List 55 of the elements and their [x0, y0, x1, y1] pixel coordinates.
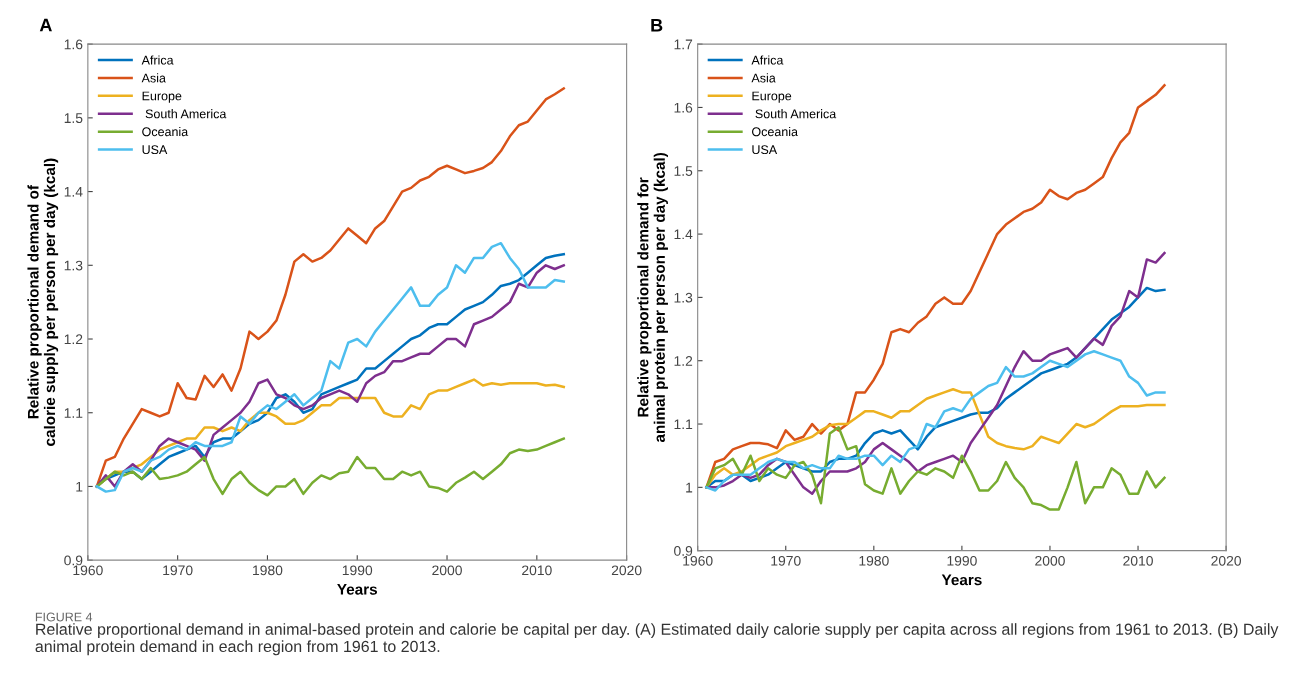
caption: FIGURE 4	[35, 612, 93, 622]
x-axis-title: Years	[337, 584, 378, 595]
x-tick-label: 1990	[342, 565, 373, 576]
x-tick-label: 1970	[771, 555, 801, 566]
legend-label: USA	[752, 145, 778, 155]
line-series	[705, 349, 1166, 492]
y-tick-label: 1.2	[674, 356, 693, 366]
legend-label: Asia	[141, 73, 166, 83]
x-tick-label: 1960	[683, 555, 713, 566]
y-tick-label: 1.2	[64, 334, 83, 345]
legend-label: Oceania	[752, 126, 798, 137]
x-tick-label: 2000	[1035, 555, 1065, 566]
y-tick-label: 1.1	[64, 408, 83, 418]
x-axis-title: Years	[941, 574, 982, 586]
y-tick-label: 1.7	[674, 39, 693, 50]
y-axis-title: Relative proportional demand of calorie supply per person per day (kcal)	[27, 158, 59, 446]
y-tick-label: 1	[76, 481, 83, 492]
line-series	[95, 87, 566, 488]
y-tick-label: 1.5	[674, 166, 693, 176]
x-tick-label: 1970	[163, 565, 193, 576]
text: Relative proportional demand in animal-based protein and calorie be capital per day. (A) Estimated daily calorie supply per capita across all regions from 1961 to 2013. (B) Daily animal protein demand in each region from 1961 to 2013.	[35, 623, 1279, 656]
chart-title: A	[39, 18, 52, 32]
x-tick-label: 2010	[522, 565, 552, 576]
line-series	[705, 425, 1166, 511]
x-tick-label: 2020	[611, 565, 642, 576]
y-tick-label: 1.6	[64, 39, 83, 50]
y-tick-label: 1.6	[674, 102, 693, 113]
legend-label: Europe	[142, 91, 182, 103]
legend-label: Oceania	[142, 126, 189, 137]
legend-label: Europe	[752, 91, 792, 103]
y-tick-label: 1.4	[64, 187, 83, 197]
x-tick-label: 2000	[432, 565, 462, 576]
y-tick-label: 0.9	[674, 546, 693, 556]
x-tick-label: 2020	[1211, 555, 1242, 566]
legend-label: Asia	[751, 73, 776, 83]
y-tick-label: 1.3	[64, 260, 83, 271]
legend-label: South America	[145, 109, 227, 119]
y-tick-label: 1.3	[674, 292, 693, 303]
legend-label: Africa	[751, 55, 784, 65]
x-tick-label: 1960	[73, 565, 103, 576]
legend-label: USA	[142, 145, 168, 155]
x-tick-label: 1980	[859, 555, 889, 566]
line-series	[95, 437, 566, 497]
y-axis-title: Relative proportional demand for animal protein per person per day (kcal)	[637, 152, 668, 443]
legend-label: South America	[755, 109, 837, 119]
y-tick-label: 1.4	[674, 229, 693, 240]
x-tick-label: 1990	[947, 555, 977, 566]
chart-title: B	[651, 19, 663, 32]
legend-label: Africa	[141, 55, 174, 65]
y-tick-label: 0.9	[64, 555, 83, 566]
x-tick-label: 2010	[1123, 555, 1153, 566]
y-tick-label: 1	[686, 482, 693, 493]
y-tick-label: 1.1	[674, 419, 693, 430]
x-tick-label: 1980	[253, 565, 283, 576]
y-tick-label: 1.5	[64, 113, 83, 124]
